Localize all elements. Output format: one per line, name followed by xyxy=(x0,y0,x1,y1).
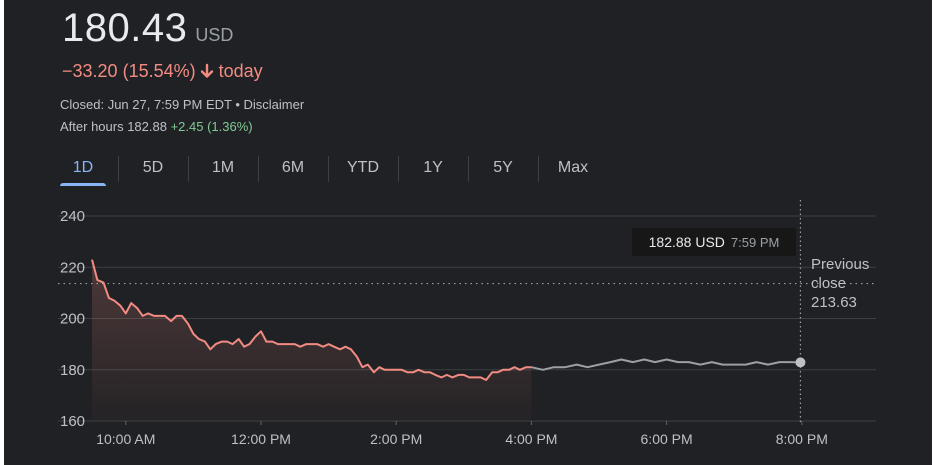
closed-line: Closed: Jun 27, 7:59 PM EDT • Disclaimer xyxy=(60,97,305,112)
x-tick-label: 4:00 PM xyxy=(505,431,557,447)
hover-tooltip: 182.88 USD 7:59 PM xyxy=(632,228,796,256)
previous-close-value: 213.63 xyxy=(811,294,857,311)
x-tick-label: 12:00 PM xyxy=(231,431,291,447)
y-tick-label: 200 xyxy=(60,311,85,328)
price-change: −33.20 (15.54%) today xyxy=(62,61,263,82)
x-tick-label: 10:00 AM xyxy=(96,431,155,447)
tab-1m[interactable]: 1M xyxy=(188,152,258,186)
after-hours-line: After hours 182.88 +2.45 (1.36%) xyxy=(60,119,253,134)
left-edge-strip xyxy=(0,0,4,465)
tooltip-time: 7:59 PM xyxy=(730,235,780,250)
arrow-down-icon xyxy=(200,63,213,78)
range-tabs: 1D 5D 1M 6M YTD 1Y 5Y Max xyxy=(48,152,608,186)
right-edge-strip xyxy=(932,0,936,465)
price-row: 180.43 USD xyxy=(62,6,233,51)
change-period: today xyxy=(218,61,263,81)
tab-5y[interactable]: 5Y xyxy=(468,152,538,186)
tab-1d[interactable]: 1D xyxy=(48,152,118,186)
after-hours-line xyxy=(531,358,801,371)
change-amount: −33.20 xyxy=(62,61,118,81)
after-hours-change: +2.45 (1.36%) xyxy=(170,119,253,134)
x-tick-label: 2:00 PM xyxy=(370,431,422,447)
x-tick-label: 6:00 PM xyxy=(641,431,693,447)
tab-max[interactable]: Max xyxy=(538,152,608,186)
regular-session-area xyxy=(92,259,532,421)
after-hours-label: After hours 182.88 xyxy=(60,119,167,134)
y-tick-label: 180 xyxy=(60,362,85,379)
tab-5d[interactable]: 5D xyxy=(118,152,188,186)
tab-1y[interactable]: 1Y xyxy=(398,152,468,186)
y-tick-label: 160 xyxy=(60,413,85,430)
tab-ytd[interactable]: YTD xyxy=(328,152,398,186)
previous-close-label: Previous close 213.63 xyxy=(811,255,869,312)
change-percent: (15.54%) xyxy=(122,61,196,81)
currency-label: USD xyxy=(195,25,234,45)
last-price-marker xyxy=(795,357,806,368)
tab-6m[interactable]: 6M xyxy=(258,152,328,186)
regular-session-line xyxy=(91,259,532,381)
x-tick-label: 8:00 PM xyxy=(776,431,828,447)
y-tick-label: 240 xyxy=(60,208,85,225)
previous-close-line1: Previous xyxy=(811,256,870,273)
price-chart[interactable]: 240 220 200 180 160 10:00 AM 12:00 PM 2:00 PM 4:… xyxy=(0,200,936,465)
current-price: 180.43 xyxy=(62,6,188,50)
y-tick-label: 220 xyxy=(60,259,85,276)
previous-close-line2: close xyxy=(811,275,847,292)
tooltip-price: 182.88 USD xyxy=(648,234,725,250)
